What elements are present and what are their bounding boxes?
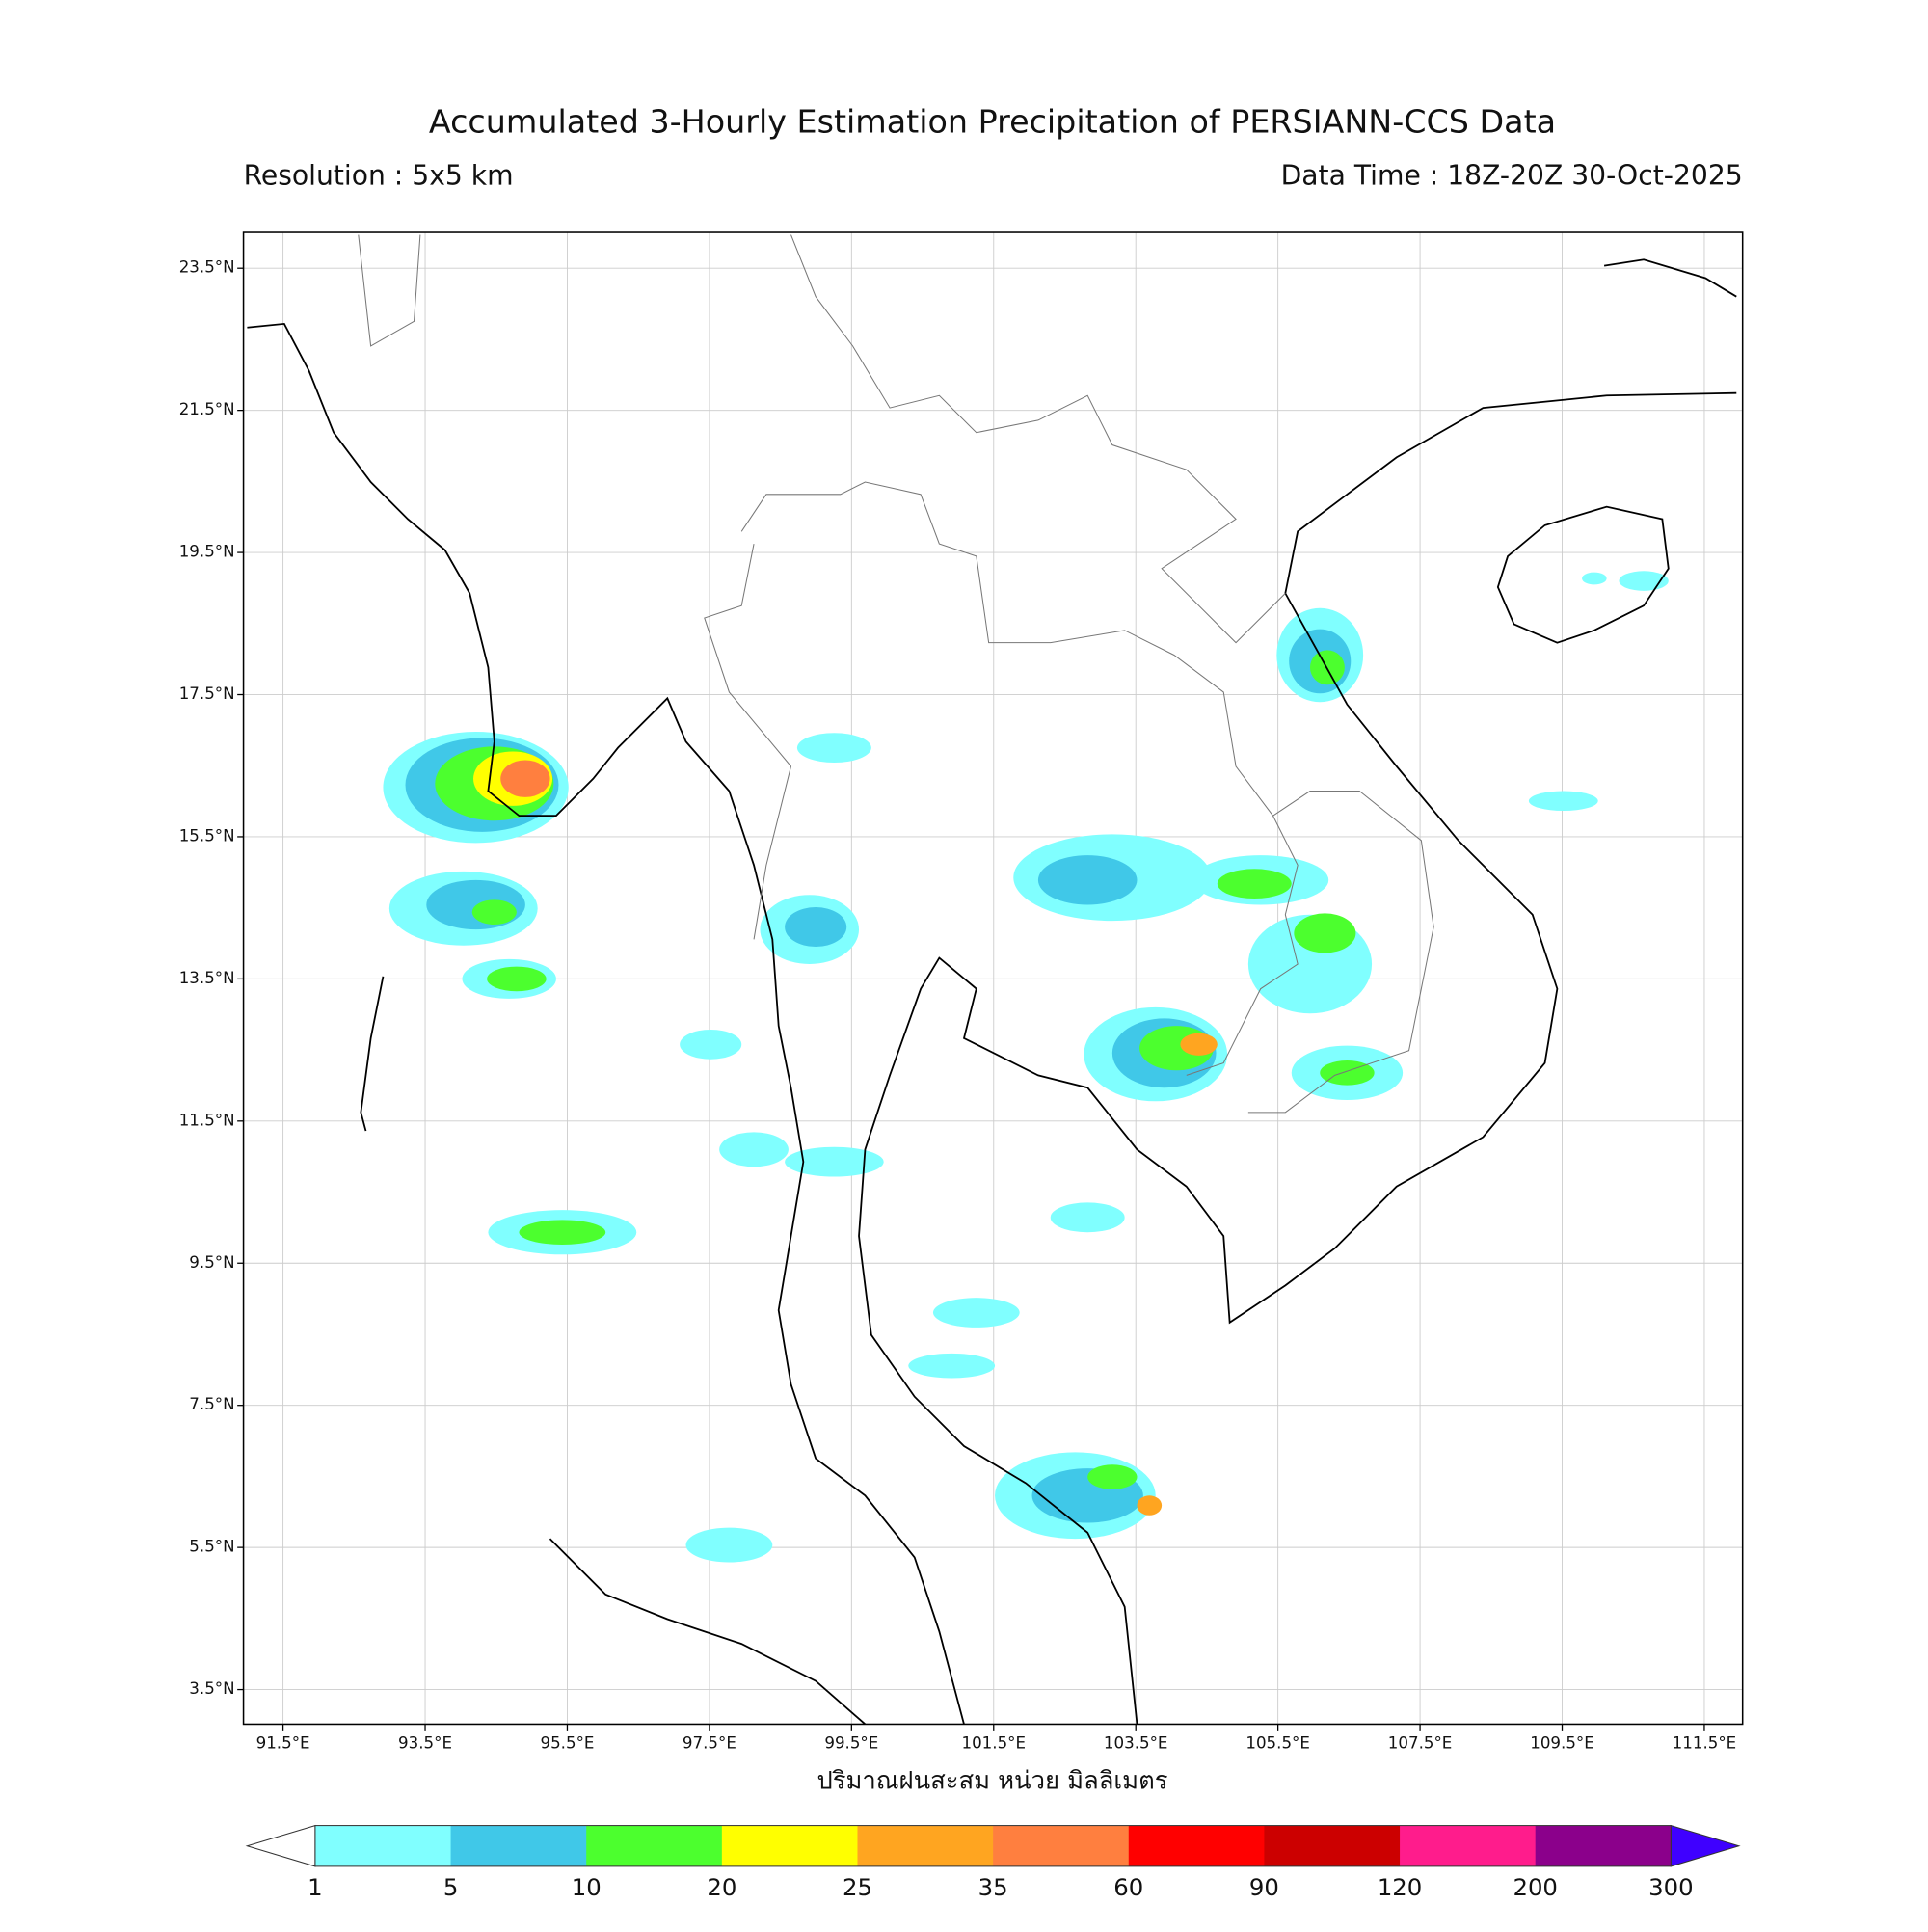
colorbar-segment (1128, 1825, 1266, 1866)
lat-tick-label: 9.5°N (189, 1253, 234, 1272)
lon-tick-label: 99.5°E (824, 1733, 878, 1752)
colorbar-segment (586, 1825, 723, 1866)
data-time: Data Time : 18Z-20Z 30-Oct-2025 (1281, 159, 1743, 191)
colorbar-segment (450, 1825, 587, 1866)
border (790, 234, 1286, 644)
border (740, 481, 1299, 1076)
coastline (247, 322, 965, 1725)
lat-tick-label: 11.5°N (179, 1111, 235, 1129)
colorbar-label: 20 (707, 1873, 736, 1901)
lat-tick-label: 21.5°N (179, 400, 235, 418)
colorbar-segment (314, 1825, 452, 1866)
colorbar-label: 200 (1513, 1873, 1557, 1901)
coastline (360, 976, 385, 1132)
rain-area (796, 733, 871, 764)
precipitation (383, 571, 1669, 1563)
map-frame (242, 231, 1744, 1726)
rain-area (1320, 1060, 1375, 1086)
rain-area (685, 1527, 773, 1563)
lon-tick-label: 109.5°E (1530, 1733, 1594, 1752)
lat-tick-label: 7.5°N (189, 1395, 234, 1413)
lon-tick-label: 111.5°E (1673, 1733, 1737, 1752)
colorbar-label: 300 (1648, 1873, 1693, 1901)
rain-area (1087, 1464, 1138, 1489)
lat-tick-label: 23.5°N (179, 258, 235, 277)
lon-tick-label: 107.5°E (1388, 1733, 1453, 1752)
rain-area (1050, 1202, 1125, 1233)
colorbar-segment (1535, 1825, 1672, 1866)
colorbar-label: 60 (1113, 1873, 1143, 1901)
rain-area (471, 899, 517, 925)
colorbar-segment (857, 1825, 994, 1866)
rain-area (719, 1132, 789, 1167)
rain-area (785, 907, 847, 948)
lon-tick-label: 95.5°E (540, 1733, 594, 1752)
rain-area (1180, 1033, 1218, 1056)
rain-area (519, 1220, 606, 1246)
lat-tick-label: 17.5°N (179, 684, 235, 703)
colorbar-label: 10 (572, 1873, 602, 1901)
rain-area (680, 1029, 742, 1060)
coastline (1603, 258, 1737, 298)
lat-tick-label: 13.5°N (179, 969, 235, 987)
x-axis-label: ปริมาณฝนสะสม หน่วย มิลลิเมตร (817, 1767, 1167, 1796)
lat-tick-label: 3.5°N (189, 1679, 234, 1698)
lon-tick-label: 91.5°E (256, 1733, 310, 1752)
rain-area (1037, 855, 1138, 905)
lat-tick-label: 15.5°N (179, 826, 235, 845)
coastline (549, 1538, 867, 1726)
rain-area (932, 1298, 1020, 1328)
resolution: Resolution : 5x5 km (244, 159, 514, 191)
lon-tick-label: 93.5°E (398, 1733, 452, 1752)
lat-tick-label: 5.5°N (189, 1538, 234, 1556)
rain-area (785, 1146, 884, 1177)
colorbar: 1 5 10 20 25 35 60 90 120 200 300 (245, 1824, 1741, 1901)
rain-area (500, 760, 550, 797)
rain-area (908, 1353, 996, 1379)
colorbar-label: 90 (1249, 1873, 1279, 1901)
colorbar-label: 1 (308, 1873, 323, 1901)
lon-tick-label: 97.5°E (683, 1733, 736, 1752)
colorbar-segment (1264, 1825, 1401, 1866)
colorbar-segment (993, 1825, 1130, 1866)
colorbar-label: 5 (443, 1873, 459, 1901)
colorbar-outline (314, 1825, 1672, 1867)
border (1247, 791, 1434, 1114)
border (704, 544, 792, 940)
rain-area (1528, 791, 1598, 812)
coastline (1496, 505, 1670, 644)
lon-tick-label: 105.5°E (1245, 1733, 1310, 1752)
colorbar-segment (721, 1825, 859, 1866)
lon-tick-label: 101.5°E (961, 1733, 1026, 1752)
colorbar-label: 25 (843, 1873, 872, 1901)
rain-area (487, 966, 547, 992)
border (358, 234, 421, 347)
colorbar-label: 120 (1378, 1873, 1422, 1901)
rain-area (1582, 572, 1607, 585)
colorbar-label: 35 (978, 1873, 1008, 1901)
grid: 23.5°N 21.5°N 19.5°N 17.5°N 15.5°N 13.5°N 11.5… (179, 232, 1743, 1752)
rain-area (1294, 913, 1356, 953)
rain-area (1217, 869, 1292, 899)
title: Accumulated 3-Hourly Estimation Precipit… (429, 103, 1556, 141)
rain-area (1137, 1495, 1163, 1516)
borders (358, 234, 1434, 1114)
lat-tick-label: 19.5°N (179, 543, 235, 561)
lon-tick-label: 103.5°E (1104, 1733, 1168, 1752)
colorbar-segment (1400, 1825, 1537, 1866)
